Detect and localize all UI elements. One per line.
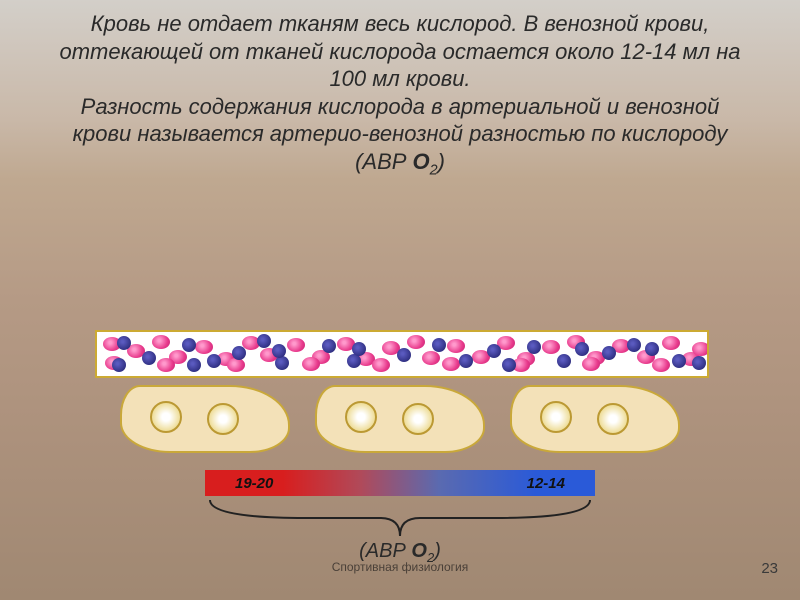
slide: Кровь не отдает тканям весь кислород. В …: [0, 0, 800, 600]
deoxygenated-cell-icon: [272, 344, 286, 358]
paragraph-2: Разность содержания кислорода в артериал…: [73, 94, 728, 174]
red-blood-cell-icon: [422, 351, 440, 365]
deoxygenated-cell-icon: [112, 358, 126, 372]
red-blood-cell-icon: [152, 335, 170, 349]
deoxygenated-cell-icon: [692, 356, 706, 370]
bracket-icon: [205, 498, 595, 538]
deoxygenated-cell-icon: [275, 356, 289, 370]
deoxygenated-cell-icon: [645, 342, 659, 356]
deoxygenated-cell-icon: [502, 358, 516, 372]
red-blood-cell-icon: [195, 340, 213, 354]
page-number: 23: [761, 560, 778, 577]
deoxygenated-cell-icon: [672, 354, 686, 368]
deoxygenated-cell-icon: [627, 338, 641, 352]
red-blood-cell-icon: [692, 342, 709, 356]
deoxygenated-cell-icon: [487, 344, 501, 358]
deoxygenated-cell-icon: [347, 354, 361, 368]
deoxygenated-cell-icon: [575, 342, 589, 356]
deoxygenated-cell-icon: [142, 351, 156, 365]
red-blood-cell-icon: [442, 357, 460, 371]
deoxygenated-cell-icon: [352, 342, 366, 356]
deoxygenated-cell-icon: [117, 336, 131, 350]
main-text-block: Кровь не отдает тканям весь кислород. В …: [50, 10, 750, 180]
red-blood-cell-icon: [652, 358, 670, 372]
paragraph-1: Кровь не отдает тканям весь кислород. В …: [59, 11, 740, 91]
deoxygenated-cell-icon: [557, 354, 571, 368]
red-blood-cell-icon: [447, 339, 465, 353]
red-blood-cell-icon: [542, 340, 560, 354]
venous-o2-value: 12-14: [527, 475, 565, 492]
tissue-cluster: [510, 385, 680, 453]
oxygen-gradient-bar: 19-20 12-14: [205, 470, 595, 496]
tissue-cluster: [120, 385, 290, 453]
deoxygenated-cell-icon: [182, 338, 196, 352]
footer-source: Спортивная физиология: [0, 560, 800, 574]
tissue-diagram-row: [120, 385, 680, 455]
red-blood-cell-icon: [372, 358, 390, 372]
deoxygenated-cell-icon: [257, 334, 271, 348]
deoxygenated-cell-icon: [459, 354, 473, 368]
deoxygenated-cell-icon: [187, 358, 201, 372]
deoxygenated-cell-icon: [432, 338, 446, 352]
red-blood-cell-icon: [407, 335, 425, 349]
red-blood-cell-icon: [287, 338, 305, 352]
deoxygenated-cell-icon: [207, 354, 221, 368]
deoxygenated-cell-icon: [397, 348, 411, 362]
tissue-cluster: [315, 385, 485, 453]
arterial-o2-value: 19-20: [235, 475, 273, 492]
deoxygenated-cell-icon: [602, 346, 616, 360]
deoxygenated-cell-icon: [527, 340, 541, 354]
red-blood-cell-icon: [582, 357, 600, 371]
red-blood-cell-icon: [302, 357, 320, 371]
red-blood-cell-icon: [227, 358, 245, 372]
blood-vessel-diagram: [95, 330, 709, 378]
red-blood-cell-icon: [662, 336, 680, 350]
deoxygenated-cell-icon: [232, 346, 246, 360]
red-blood-cell-icon: [157, 358, 175, 372]
deoxygenated-cell-icon: [322, 339, 336, 353]
